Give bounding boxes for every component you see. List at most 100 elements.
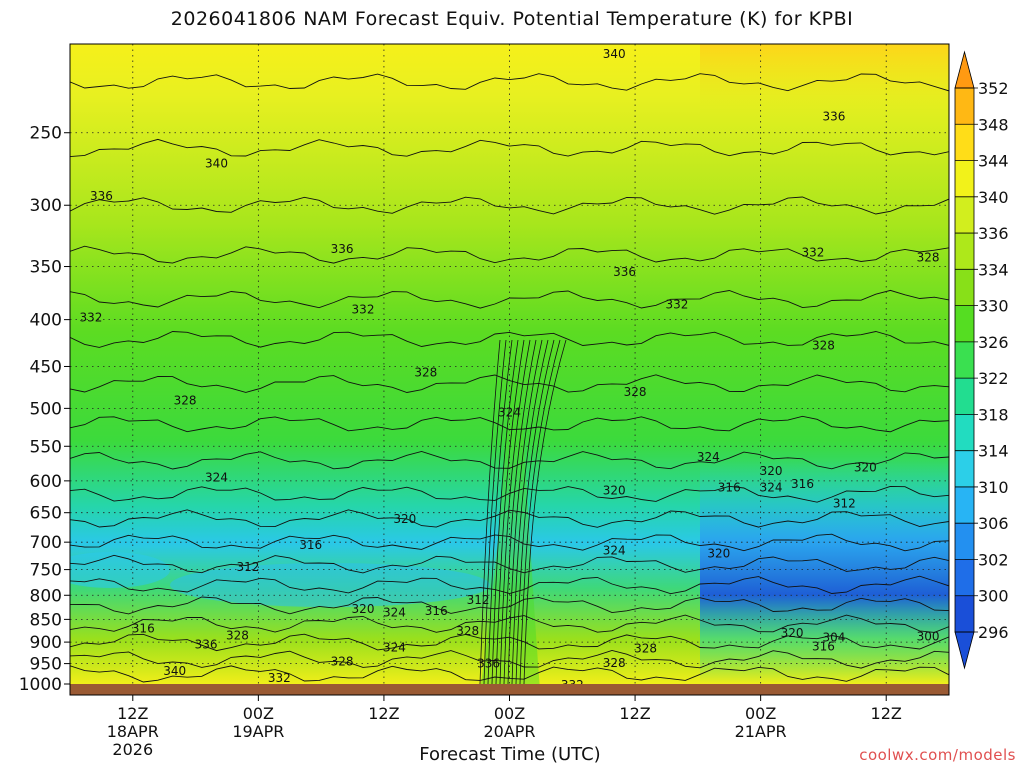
contour-label: 320 [781,626,804,640]
y-tick-label: 800 [30,586,62,606]
contour-label: 324 [760,480,783,494]
x-tick-label: 12Z [117,704,148,723]
contour-line [70,73,949,92]
contour-line [70,596,949,615]
pressure-axis: 250 300 350 400 450 500 550 600 650 700 750 800 850 9… [19,124,70,695]
colorbar-swatch [955,88,974,125]
x-tick-label: 00Z [494,704,525,723]
colorbar-swatch [955,414,974,451]
contour-label: 332 [79,311,102,325]
contour-label: 328 [331,655,354,669]
contour-label: 324 [383,640,406,654]
contour-label: 316 [132,622,155,636]
colorbar-label: 322 [978,369,1009,388]
contour-label: 332 [352,303,375,317]
colorbar-swatch [955,523,974,560]
y-tick-label: 700 [30,533,62,553]
colorbar-swatch [955,305,974,342]
contour-line [70,614,949,633]
x-tick-label: 00Z [745,704,776,723]
colorbar-swatch [955,341,974,379]
y-tick-label: 550 [30,437,62,457]
contour-label: 336 [613,265,636,279]
contour-label: 328 [624,385,647,399]
contour-label: 328 [603,656,626,670]
contour-line [70,196,949,215]
contour-label: 336 [90,189,113,203]
contour-line [503,339,537,684]
contour-label: 332 [665,297,688,311]
contour-line [483,339,507,684]
contour-line [507,339,543,684]
colorbar-swatch [955,486,974,524]
colorbar-swatch [955,269,974,306]
contour-label: 324 [383,605,406,619]
contour-label: 336 [195,637,218,651]
y-tick-label: 400 [30,311,62,331]
contour-label: 328 [226,628,249,642]
contour-label: 312 [467,593,490,607]
colorbar-label: 300 [978,587,1009,606]
contour-label: 324 [603,544,626,558]
x-tick-label: 12Z [619,704,650,723]
contour-label: 336 [331,242,354,256]
contour-label: 336 [822,110,845,124]
contour-line [511,339,549,684]
chart-title: 2026041806 NAM Forecast Equiv. Potential… [170,8,854,30]
contour-line [491,339,519,684]
y-tick-label: 850 [30,610,62,630]
contour-label: 328 [456,624,479,638]
colorbar-swatch [955,450,974,487]
colorbar-swatch [955,124,974,161]
colorbar-label: 348 [978,115,1009,134]
contour-label: 328 [812,339,835,353]
contour-label: 340 [205,156,228,170]
colorbar-label: 326 [978,333,1009,352]
contour-label: 340 [603,47,626,61]
contour-label: 328 [634,642,657,656]
contour-line [70,533,949,552]
y-tick-label: 750 [30,561,62,581]
credit-link[interactable]: coolwx.com/models [859,746,1016,764]
contour-label: 320 [854,460,877,474]
contour-label: 340 [163,664,186,678]
theta-e-field [70,44,949,684]
contour-line [70,509,949,528]
ground-strip [70,684,949,695]
colorbar-label: 344 [978,152,1009,171]
contour-line [70,331,949,348]
y-tick-label: 900 [30,633,62,653]
colorbar-swatch [955,378,974,415]
contour-label: 316 [718,480,741,494]
x-tick-label: 18APR [107,722,159,741]
colorbar-swatch [955,233,974,270]
y-tick-label: 350 [30,258,62,278]
contour-label: 328 [414,366,437,380]
contour-label: 336 [477,657,500,671]
colorbar-swatch [955,595,974,632]
contour-label: 320 [393,512,416,526]
x-tick-label: 12Z [368,704,399,723]
colorbar-label: 302 [978,550,1009,569]
contour-label: 320 [352,602,375,616]
contour-line [70,138,949,158]
y-tick-label: 450 [30,357,62,377]
colorbar-label: 336 [978,224,1009,243]
y-tick-label: 950 [30,655,62,675]
colorbar-swatch [955,559,974,596]
y-tick-label: 500 [30,399,62,419]
contour-label: 324 [697,450,720,464]
contour-label: 316 [812,639,835,653]
colorbar-label: 310 [978,478,1009,497]
colorbar-swatch [955,160,974,197]
contour-label: 316 [791,477,814,491]
colorbar-label: 334 [978,260,1009,279]
colorbar-label: 314 [978,442,1009,461]
y-tick-label: 1000 [19,675,62,695]
contour-label: 320 [603,484,626,498]
contour-label: 304 [822,631,845,645]
colorbar-label: 318 [978,405,1009,424]
contour-line [487,339,513,684]
